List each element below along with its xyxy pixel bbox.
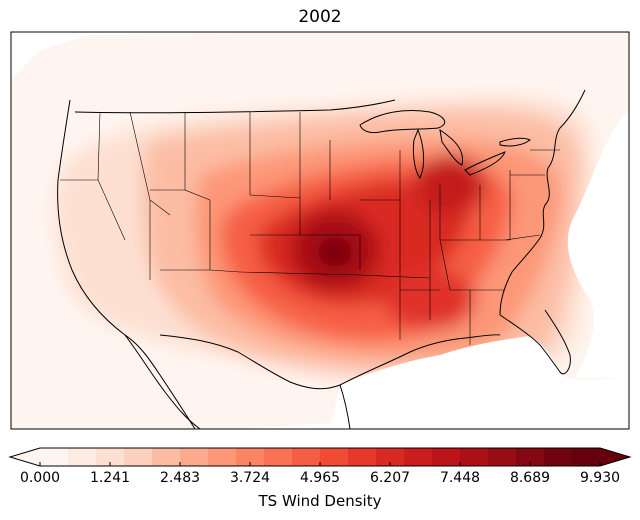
lake-ontario xyxy=(499,137,531,147)
mexico-border xyxy=(159,334,341,390)
colorbar-swatch xyxy=(68,448,97,466)
map-frame xyxy=(10,31,630,430)
colorbar-extend-max xyxy=(600,448,630,466)
state-lines-east xyxy=(439,149,560,345)
map-title: 2002 xyxy=(298,7,342,27)
atlantic-coastline xyxy=(499,89,586,316)
colorbar-swatch xyxy=(544,448,573,466)
colorbar-ticks: 0.000 1.241 2.483 3.724 4.965 6.207 7.448 8.689… xyxy=(20,462,620,486)
colorbar-swatch xyxy=(152,448,181,466)
state-lines-central xyxy=(239,112,440,340)
colorbar-swatch xyxy=(236,448,265,466)
colorbar-label: TS Wind Density xyxy=(258,492,382,510)
colorbar-tick-label: 7.448 xyxy=(440,470,480,486)
atlantic-mask xyxy=(567,110,629,378)
lake-erie xyxy=(464,151,506,176)
gulf-of-mexico-mask xyxy=(330,336,629,429)
colorbar-swatch xyxy=(124,448,153,466)
colorbar-swatch xyxy=(348,448,377,466)
canada-us-border xyxy=(74,99,396,114)
colorbar-swatch xyxy=(572,448,601,466)
lake-superior xyxy=(359,110,446,134)
colorbar-swatch xyxy=(320,448,349,466)
colorbar-tick-label: 6.207 xyxy=(370,470,410,486)
state-lines-west xyxy=(60,111,241,280)
colorbar-swatch xyxy=(516,448,545,466)
florida-coastline xyxy=(499,309,571,375)
colorbar-swatch xyxy=(292,448,321,466)
colorbar-tick-label: 3.724 xyxy=(230,470,270,486)
colorbar-swatch xyxy=(376,448,405,466)
colorbar-swatch xyxy=(264,448,293,466)
colorbar-tick-label: 1.241 xyxy=(90,470,130,486)
colorbar-swatch xyxy=(488,448,517,466)
colorbar-swatch xyxy=(404,448,433,466)
map-outlines xyxy=(57,89,586,429)
lake-michigan xyxy=(412,128,425,179)
colorbar-extend-min xyxy=(10,448,40,466)
density-peak xyxy=(317,237,353,267)
mexico-coastline xyxy=(124,334,351,429)
colorbar-swatch xyxy=(40,448,69,466)
colorbar-swatch xyxy=(96,448,125,466)
colorbar-tick-label: 9.930 xyxy=(580,470,620,486)
colorbar-tick-label: 8.689 xyxy=(510,470,550,486)
colorbar-swatch xyxy=(460,448,489,466)
colorbar-swatch xyxy=(208,448,237,466)
colorbar xyxy=(8,447,632,467)
colorbar-tick-label: 0.000 xyxy=(20,470,60,486)
colorbar-tick-label: 4.965 xyxy=(300,470,340,486)
colorbar-swatch xyxy=(432,448,461,466)
lake-huron xyxy=(439,128,464,166)
colorbar-swatch xyxy=(180,448,209,466)
density-core-ohio xyxy=(415,155,485,215)
pacific-coastline xyxy=(57,99,196,429)
gulf-coastline xyxy=(339,334,501,386)
colorbar-tick-label: 2.483 xyxy=(160,470,200,486)
